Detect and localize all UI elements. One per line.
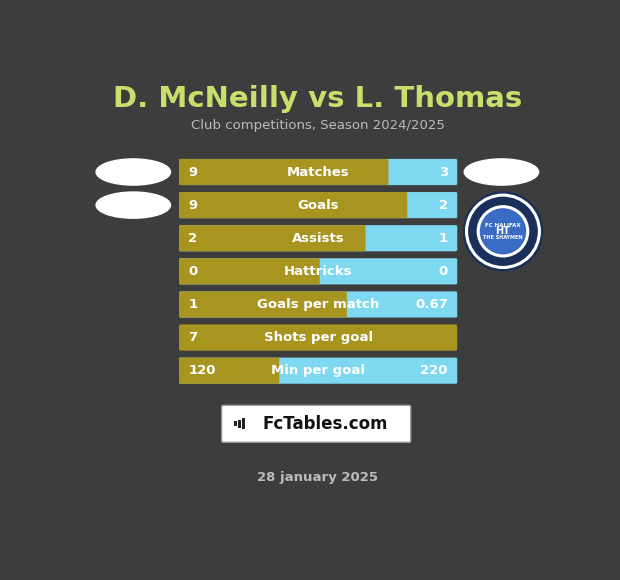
FancyBboxPatch shape: [238, 420, 241, 427]
Text: 7: 7: [188, 331, 197, 344]
Circle shape: [463, 191, 543, 271]
Text: Shots per goal: Shots per goal: [264, 331, 373, 344]
Text: Hattricks: Hattricks: [284, 265, 352, 278]
Circle shape: [480, 208, 526, 255]
FancyBboxPatch shape: [179, 291, 347, 317]
Text: 9: 9: [188, 165, 197, 179]
Text: 3: 3: [439, 165, 448, 179]
Text: FcTables.com: FcTables.com: [263, 415, 388, 433]
Text: 0: 0: [439, 265, 448, 278]
FancyBboxPatch shape: [222, 405, 410, 443]
FancyBboxPatch shape: [179, 159, 458, 185]
Circle shape: [468, 197, 538, 266]
FancyBboxPatch shape: [179, 291, 458, 317]
FancyBboxPatch shape: [179, 258, 320, 284]
Text: 2: 2: [439, 198, 448, 212]
Ellipse shape: [96, 192, 170, 218]
Text: 120: 120: [188, 364, 216, 377]
Text: Goals: Goals: [298, 198, 339, 212]
Text: Goals per match: Goals per match: [257, 298, 379, 311]
FancyBboxPatch shape: [179, 324, 458, 351]
Text: 1: 1: [188, 298, 197, 311]
Text: Matches: Matches: [287, 165, 350, 179]
Text: D. McNeilly vs L. Thomas: D. McNeilly vs L. Thomas: [113, 85, 523, 113]
Text: 9: 9: [188, 198, 197, 212]
Text: THE SHAYMEN: THE SHAYMEN: [483, 235, 523, 240]
Text: 220: 220: [420, 364, 448, 377]
Text: Club competitions, Season 2024/2025: Club competitions, Season 2024/2025: [191, 118, 445, 132]
Text: Assists: Assists: [292, 232, 345, 245]
FancyBboxPatch shape: [179, 225, 458, 251]
Text: Min per goal: Min per goal: [271, 364, 365, 377]
Text: 2: 2: [188, 232, 197, 245]
FancyBboxPatch shape: [242, 418, 245, 429]
FancyBboxPatch shape: [234, 422, 237, 426]
FancyBboxPatch shape: [179, 258, 458, 284]
FancyBboxPatch shape: [179, 358, 279, 384]
Text: 0.67: 0.67: [415, 298, 448, 311]
Ellipse shape: [464, 159, 539, 185]
Circle shape: [465, 194, 541, 269]
FancyBboxPatch shape: [179, 225, 366, 251]
FancyBboxPatch shape: [179, 358, 458, 384]
Text: 0: 0: [188, 265, 198, 278]
FancyBboxPatch shape: [179, 192, 458, 218]
Text: 1: 1: [439, 232, 448, 245]
Text: FC HALIFAX: FC HALIFAX: [485, 223, 521, 227]
Circle shape: [477, 205, 529, 258]
FancyBboxPatch shape: [179, 159, 389, 185]
FancyBboxPatch shape: [179, 192, 407, 218]
Text: HT: HT: [495, 226, 510, 236]
Text: 28 january 2025: 28 january 2025: [257, 471, 378, 484]
Ellipse shape: [96, 159, 170, 185]
